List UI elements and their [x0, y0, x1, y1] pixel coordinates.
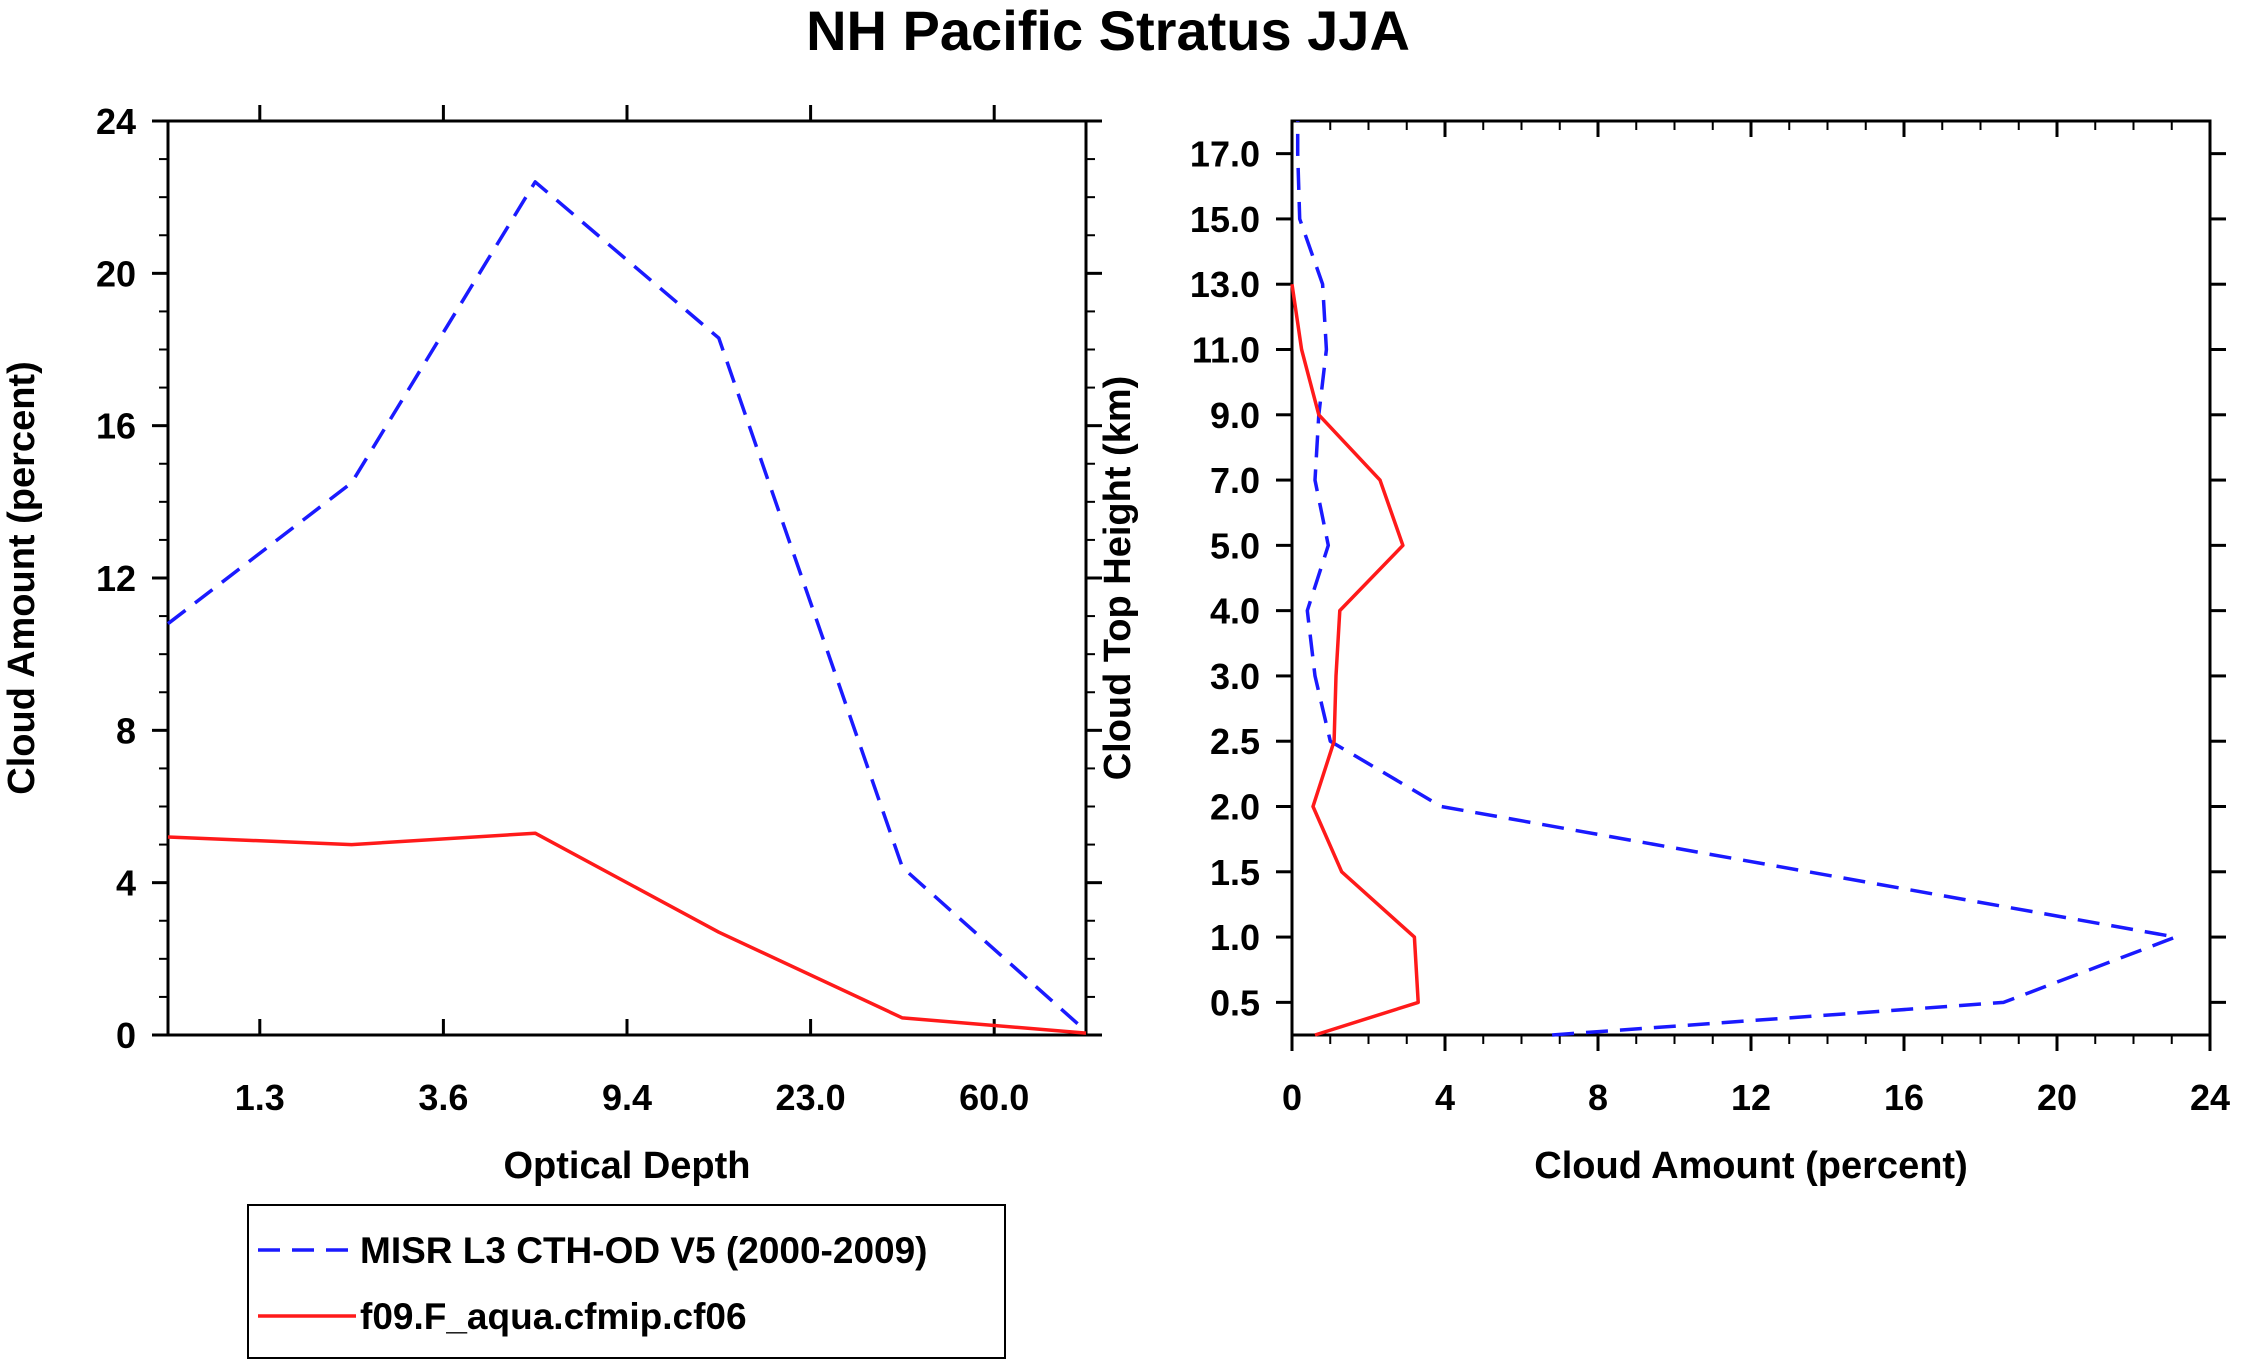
right-x-axis-label: Cloud Amount (percent): [1534, 1145, 1967, 1187]
optical-depth-chart: 0 4 8 12 16 20 24 1.3 3.6 9.4 23.0 60.0 Optical Dep…: [1, 101, 1102, 1187]
right-y-tick-label: 11.0: [1192, 330, 1260, 371]
right-y-tick-label: 13.0: [1190, 264, 1260, 305]
left-ticks: [152, 105, 1102, 1037]
right-x-tick-label: 24: [2190, 1077, 2230, 1118]
left-series-lines: [166, 180, 1088, 1035]
left-x-tick-label: 60.0: [959, 1077, 1029, 1118]
legend-model-label: f09.F_aqua.cfmip.cf06: [360, 1296, 747, 1337]
left-y-tick-label: 4: [116, 863, 136, 904]
right-series-lines: [1290, 121, 2178, 1037]
left-y-tick-label: 8: [116, 710, 136, 751]
right-plot-frame: [1290, 119, 2212, 1037]
misr-cth-line: [1295, 121, 2178, 1037]
left-tick-labels: 0 4 8 12 16 20 24 1.3 3.6 9.4 23.0 60.0: [96, 101, 1029, 1118]
left-y-tick-label: 16: [96, 406, 136, 447]
left-plot-frame: [166, 119, 1088, 1037]
right-y-axis-label: Cloud Top Height (km): [1097, 376, 1139, 781]
legend-misr-label: MISR L3 CTH-OD V5 (2000-2009): [360, 1230, 928, 1271]
right-y-tick-label: 1.5: [1210, 852, 1260, 893]
left-x-tick-label: 23.0: [776, 1077, 846, 1118]
right-x-tick-label: 8: [1588, 1077, 1608, 1118]
left-y-tick-label: 12: [96, 558, 136, 599]
legend-box: [247, 1204, 1006, 1359]
right-tick-labels: 0 4 8 12 16 20 24 0.5 1.0 1.5 2.0 2.5 3.0 4.0 5.0 7.0 9.…: [1190, 134, 2230, 1118]
left-y-tick-label: 0: [116, 1015, 136, 1056]
left-x-tick-label: 3.6: [418, 1077, 468, 1118]
legend: MISR L3 CTH-OD V5 (2000-2009) f09.F_aqua…: [247, 1204, 1006, 1359]
right-y-tick-label: 2.5: [1210, 721, 1260, 762]
model-cth-line: [1290, 283, 1420, 1037]
right-x-tick-label: 20: [2037, 1077, 2077, 1118]
right-y-tick-label: 9.0: [1210, 395, 1260, 436]
model-od-line: [167, 831, 1087, 1035]
right-ticks: [1276, 121, 2226, 1051]
misr-od-line: [166, 180, 1088, 1033]
left-y-axis-label: Cloud Amount (percent): [1, 361, 43, 794]
right-y-tick-label: 3.0: [1210, 656, 1260, 697]
right-y-tick-label: 1.0: [1210, 917, 1260, 958]
left-y-tick-label: 20: [96, 253, 136, 294]
right-x-tick-label: 16: [1884, 1077, 1924, 1118]
right-y-tick-label: 15.0: [1190, 199, 1260, 240]
right-y-tick-label: 17.0: [1190, 134, 1260, 175]
left-x-axis-label: Optical Depth: [503, 1145, 750, 1187]
right-x-tick-label: 4: [1435, 1077, 1455, 1118]
right-x-tick-label: 12: [1731, 1077, 1771, 1118]
right-x-tick-label: 0: [1282, 1077, 1302, 1118]
right-y-tick-label: 7.0: [1210, 460, 1260, 501]
right-y-tick-label: 0.5: [1210, 982, 1260, 1023]
right-y-tick-label: 4.0: [1210, 591, 1260, 632]
right-y-tick-label: 2.0: [1210, 787, 1260, 828]
right-y-tick-label: 5.0: [1210, 525, 1260, 566]
left-x-tick-label: 1.3: [235, 1077, 285, 1118]
left-x-tick-label: 9.4: [602, 1077, 652, 1118]
left-y-tick-label: 24: [96, 101, 136, 142]
cloud-top-height-chart: 0 4 8 12 16 20 24 0.5 1.0 1.5 2.0 2.5 3.0 4.0 5.0 7.0 9.…: [1097, 119, 2230, 1187]
figure-title: NH Pacific Stratus JJA: [806, 0, 1410, 62]
